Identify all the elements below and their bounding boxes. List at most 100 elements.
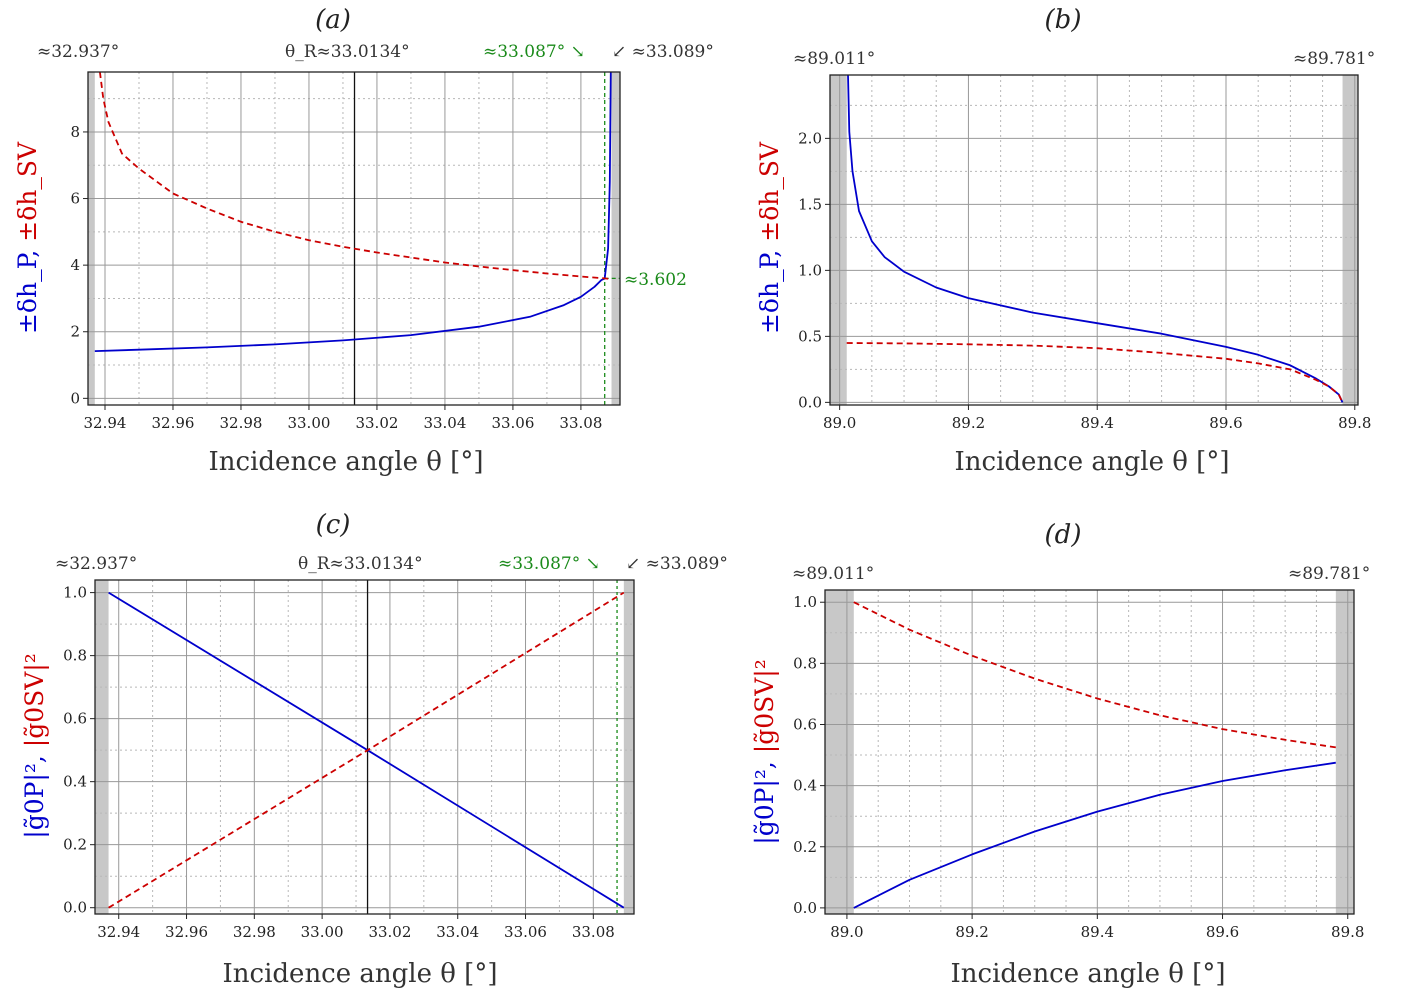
- plot-background: [830, 75, 1358, 405]
- y-label-blue-part: |g̃0P|²,: [750, 761, 780, 845]
- y-tick-label: 8: [70, 123, 80, 141]
- x-tick-label: 33.08: [559, 414, 602, 432]
- x-tick-label: 32.96: [165, 923, 208, 941]
- y-label-blue-part: ±δh_P,: [755, 250, 784, 334]
- y-axis-label: |g̃0P|², |g̃0SV|²: [20, 653, 50, 838]
- y-tick-label: 0.2: [63, 836, 87, 854]
- x-tick-label: 33.04: [423, 414, 466, 432]
- x-tick-label: 89.8: [1338, 414, 1371, 432]
- y-tick-label: 0.0: [798, 393, 822, 411]
- excluded-region: [611, 72, 620, 405]
- excluded-region: [1342, 75, 1358, 405]
- x-axis-label: Incidence angle θ [°]: [951, 959, 1226, 989]
- red-curve: [108, 591, 625, 909]
- annotation: ≈32.937°: [37, 42, 119, 62]
- x-tick-label: 33.04: [436, 923, 479, 941]
- y-tick-label: 0.4: [63, 773, 87, 791]
- x-axis-label: Incidence angle θ [°]: [209, 447, 484, 477]
- y-tick-label: 1.0: [793, 593, 817, 611]
- x-tick-label: 89.8: [1331, 923, 1364, 941]
- excluded-region: [830, 75, 847, 405]
- x-tick-label: 89.2: [955, 923, 988, 941]
- y-label-blue-part: |g̃0P|²,: [20, 755, 50, 839]
- y-tick-label: 1.0: [798, 261, 822, 279]
- y-label-red-part: ±δh_SV: [13, 141, 42, 250]
- x-tick-label: 33.00: [287, 414, 330, 432]
- x-tick-label: 89.4: [1081, 414, 1114, 432]
- panel-title: (b): [1045, 5, 1082, 35]
- panel-title: (d): [1045, 520, 1082, 550]
- annotation: ≈89.011°: [793, 49, 875, 69]
- y-label-red-part: |g̃0SV|²: [750, 659, 780, 761]
- y-tick-label: 2.0: [798, 129, 822, 147]
- red-curve: [846, 342, 1344, 403]
- y-tick-label: 0.6: [793, 715, 817, 733]
- x-tick-label: 33.02: [355, 414, 398, 432]
- x-tick-label: 89.0: [830, 923, 863, 941]
- annotation: ≈89.781°: [1288, 564, 1370, 584]
- y-tick-label: 0.0: [793, 899, 817, 917]
- x-tick-label: 33.06: [491, 414, 534, 432]
- panel-a: 32.94 32.96 32.98 33.00 33.02 33.04 33.06 33.08…: [13, 5, 714, 477]
- series-group: [846, 75, 1344, 403]
- y-tick-label: 0.4: [793, 777, 817, 795]
- y-tick-label: 0.8: [63, 647, 87, 665]
- blue-curve: [853, 761, 1336, 909]
- y-label-red-part: |g̃0SV|²: [20, 653, 50, 755]
- panel-d: 89.0 89.2 89.4 89.6 89.8 0.0 0.2 0.4 0.6 0.8 1.0 (d…: [750, 520, 1370, 989]
- y-tick-label: 0.2: [793, 838, 817, 856]
- y-tick-label: 0.0: [63, 899, 87, 917]
- y-tick-label: 6: [70, 190, 80, 208]
- y-label-red-part: ±δh_SV: [755, 141, 784, 250]
- x-tick-label: 33.02: [368, 923, 411, 941]
- plot-frame: [824, 589, 1355, 915]
- excluded-region: [1335, 590, 1354, 914]
- annotation: ≈33.087° ↘: [483, 42, 585, 62]
- panel-b: 89.0 89.2 89.4 89.6 89.8 0.0 0.5 1.0 1.5 2.0 (b) In…: [755, 5, 1375, 477]
- series-group: [108, 591, 625, 909]
- x-tick-label: 89.4: [1081, 923, 1114, 941]
- y-axis-label: ±δh_P, ±δh_SV: [755, 141, 784, 334]
- panel-title: (c): [316, 510, 351, 540]
- x-tick-label: 33.00: [301, 923, 344, 941]
- x-tick-label: 33.08: [572, 923, 615, 941]
- annotation: ≈33.087° ↘: [498, 554, 600, 574]
- y-tick-label: 0: [70, 389, 80, 407]
- x-tick-label: 33.06: [504, 923, 547, 941]
- x-tick-label: 89.6: [1209, 414, 1242, 432]
- plot-frame: [94, 579, 635, 915]
- y-label-blue-part: ±δh_P,: [13, 250, 42, 334]
- y-tick-label: 1.0: [63, 584, 87, 602]
- annotation: θ_R≈33.0134°: [285, 42, 410, 62]
- annotation: ≈89.011°: [792, 564, 874, 584]
- blue-curve: [847, 75, 1344, 403]
- annotation: ↙ ≈33.089°: [612, 42, 714, 62]
- blue-curve: [94, 72, 612, 352]
- excluded-region: [95, 580, 109, 914]
- red-curve: [853, 601, 1336, 749]
- excluded-region: [825, 590, 854, 914]
- plot-background: [825, 590, 1354, 914]
- y-tick-label: 0.6: [63, 710, 87, 728]
- annotation: ↙ ≈33.089°: [626, 554, 728, 574]
- plot-frame: [829, 74, 1359, 406]
- y-axis-label: ±δh_P, ±δh_SV: [13, 141, 42, 334]
- x-tick-label: 32.94: [97, 923, 140, 941]
- annotation: ≈89.781°: [1293, 49, 1375, 69]
- red-curve: [99, 72, 612, 280]
- series-group: [94, 72, 612, 352]
- excluded-region: [88, 72, 95, 405]
- panel-c: 32.94 32.96 32.98 33.00 33.02 33.04 33.06 33.08…: [20, 510, 728, 989]
- annotation: ≈32.937°: [55, 554, 137, 574]
- x-tick-label: 32.98: [219, 414, 262, 432]
- x-tick-label: 32.98: [233, 923, 276, 941]
- x-tick-label: 32.96: [152, 414, 195, 432]
- y-tick-label: 0.8: [793, 654, 817, 672]
- y-tick-label: 4: [70, 256, 80, 274]
- x-tick-label: 32.94: [84, 414, 127, 432]
- excluded-region: [623, 580, 634, 914]
- x-tick-label: 89.2: [952, 414, 985, 432]
- x-tick-label: 89.0: [823, 414, 856, 432]
- x-axis-label: Incidence angle θ [°]: [955, 447, 1230, 477]
